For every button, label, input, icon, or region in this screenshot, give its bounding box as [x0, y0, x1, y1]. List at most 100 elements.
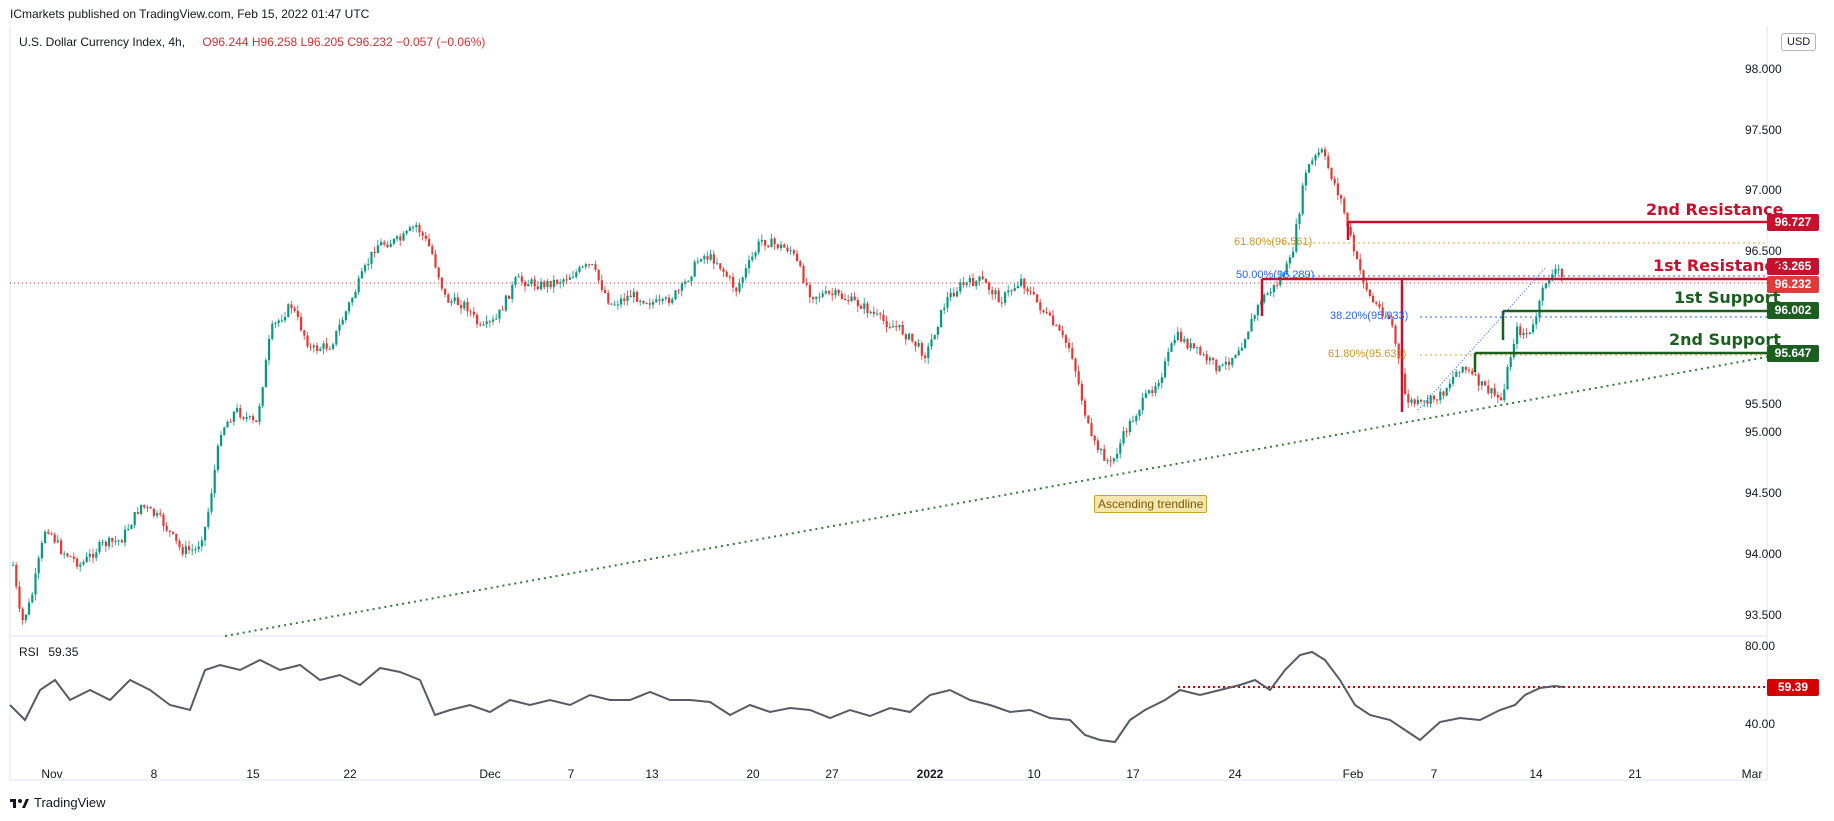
candle-body [143, 504, 146, 508]
candle-body [444, 288, 447, 295]
candle-body [338, 324, 341, 331]
candle-body [111, 538, 114, 542]
candle-body [1090, 423, 1093, 437]
candle-body [1535, 317, 1538, 325]
candle-body [1106, 460, 1109, 462]
candle-body [328, 348, 331, 350]
candle-body [674, 290, 677, 300]
symbol-legend[interactable]: U.S. Dollar Currency Index, 4h, O96.244 … [19, 35, 485, 49]
candle-body [1029, 291, 1032, 293]
candle-body [658, 299, 661, 301]
candle-body [15, 564, 18, 587]
candle-body [719, 263, 722, 269]
candle-body [783, 244, 786, 248]
rsi-tag: 59.39 [1767, 679, 1819, 696]
candle-body [917, 343, 920, 347]
candle-body [616, 304, 619, 306]
candle-body [677, 290, 680, 292]
candle-body [47, 531, 50, 534]
candle-body [754, 252, 757, 257]
candle-body [98, 541, 101, 553]
candle-body [56, 540, 59, 543]
price-tick: 97.000 [1745, 183, 1782, 197]
tradingview-logo[interactable]: TradingView [10, 795, 106, 810]
candle-body [863, 303, 866, 309]
candle-body [1039, 302, 1042, 311]
candle-body [1160, 377, 1163, 383]
candle-body [280, 320, 283, 322]
candle-body [133, 512, 136, 526]
candle-body [1055, 325, 1058, 327]
candle-body [312, 345, 315, 348]
candle-body [453, 297, 456, 302]
candle-body [175, 533, 178, 541]
candle-body [1285, 263, 1288, 275]
candle-body [639, 300, 642, 302]
candle-body [1365, 282, 1368, 290]
candle-body [1240, 347, 1243, 351]
candle-body [1516, 326, 1519, 344]
candle-body [1157, 382, 1160, 386]
candle-body [488, 321, 491, 323]
candle-body [466, 301, 469, 312]
fib-61-lower-label: 61.80%(95.631) [1328, 348, 1407, 360]
candle-body [645, 303, 648, 305]
close-value: C96.232 [347, 35, 393, 49]
candle-body [687, 281, 690, 283]
time-tick: Dec [479, 767, 501, 781]
candle-body [959, 282, 962, 292]
candle-body [540, 281, 543, 290]
candle-body [1224, 361, 1227, 365]
candle-body [920, 343, 923, 356]
candle-body [808, 284, 811, 298]
candle-body [511, 284, 514, 299]
candle-body [872, 311, 875, 314]
candle-body [1506, 367, 1509, 390]
candle-body [402, 233, 405, 241]
candle-body [629, 295, 632, 298]
candle-body [1048, 312, 1051, 316]
currency-button[interactable]: USD [1781, 33, 1817, 51]
candle-body [1061, 330, 1064, 336]
price-tick: 96.500 [1745, 244, 1782, 258]
candle-body [1484, 381, 1487, 386]
time-tick: 7 [567, 767, 575, 781]
candle-body [1471, 370, 1474, 375]
candle-body [239, 408, 242, 418]
candle-body [348, 302, 351, 312]
resistance-1-tag: 96.265 [1767, 258, 1819, 275]
candle-body [1391, 318, 1394, 326]
candle-body [1148, 390, 1151, 394]
candle-body [50, 533, 53, 535]
candle-body [1426, 400, 1429, 404]
candle-body [1368, 289, 1371, 296]
candle-body [799, 261, 802, 266]
candle-body [248, 416, 251, 418]
candle-body [332, 344, 335, 349]
candle-body [824, 291, 827, 294]
candle-body [188, 546, 191, 550]
candle-body [306, 335, 309, 347]
candle-body [1202, 354, 1205, 356]
rsi-legend[interactable]: RSI 59.35 [19, 645, 78, 659]
candle-body [818, 296, 821, 298]
candle-body [626, 295, 629, 301]
candle-body [898, 324, 901, 328]
candle-body [1173, 339, 1176, 344]
candle-body [696, 261, 699, 263]
candle-body [1436, 399, 1439, 401]
candle-body [130, 525, 133, 530]
candle-body [748, 259, 751, 269]
candle-body [943, 307, 946, 310]
candle-body [149, 507, 152, 509]
candle-body [463, 301, 466, 309]
candle-body [223, 427, 226, 435]
candle-body [284, 316, 287, 321]
candle-body [581, 266, 584, 268]
high-value: H96.258 [251, 35, 298, 49]
candle-body [1016, 285, 1019, 289]
candle-body [895, 326, 898, 328]
candle-body [972, 277, 975, 287]
candle-body [1186, 339, 1189, 349]
